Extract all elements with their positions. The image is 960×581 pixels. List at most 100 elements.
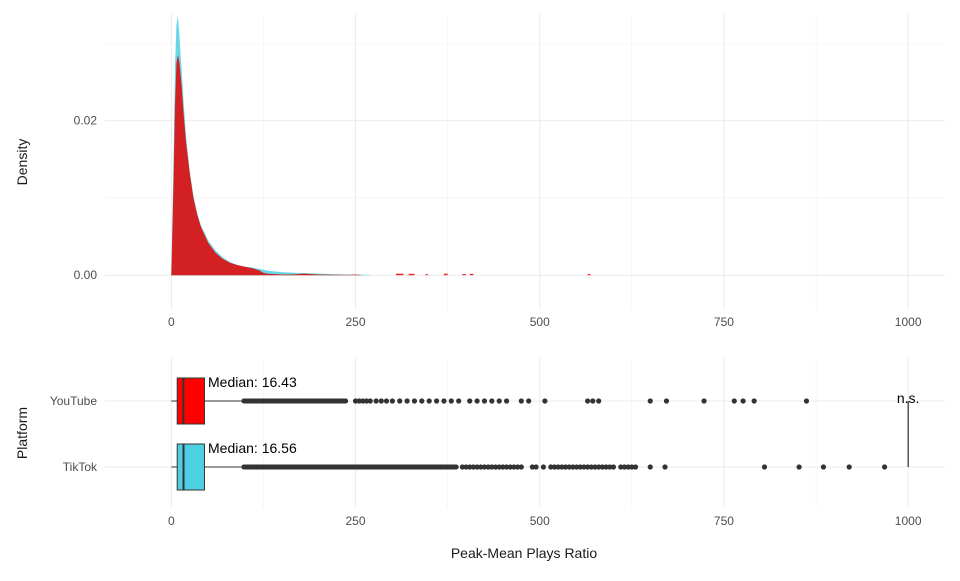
outlier-point-youtube [740,398,746,404]
outlier-point-tiktok [548,464,554,470]
density-y-tick-label: 0.00 [74,268,98,282]
outlier-point-tiktok [503,464,510,470]
outlier-point-tiktok [474,464,480,470]
box-tiktok [176,443,205,491]
outlier-point-tiktok [500,464,506,470]
boxplot-x-tick-label: 750 [714,514,734,528]
outlier-point-tiktok [592,464,598,470]
boxplot-boxes [171,377,242,491]
outlier-point-tiktok [796,464,802,470]
boxplot-y-tick-label: YouTube [50,394,97,408]
outlier-point-youtube [433,398,440,404]
outlier-point-youtube [803,398,810,404]
outlier-point-youtube [489,398,495,404]
outlier-point-tiktok [515,464,521,470]
density-grid [105,14,945,310]
outlier-point-tiktok [566,464,572,470]
outlier-point-youtube [467,398,473,404]
outlier-point-youtube [397,398,403,404]
boxplot-x-tick-label: 1000 [895,514,922,528]
outlier-point-youtube [518,398,524,404]
outlier-point-tiktok [518,464,524,470]
density-series [171,16,591,276]
box-youtube [176,377,205,425]
outlier-point-tiktok [559,464,565,470]
outlier-point-youtube [411,398,418,404]
outlier-point-tiktok [470,464,477,470]
outlier-point-tiktok [761,464,768,470]
outlier-point-tiktok [607,464,613,470]
outlier-point-tiktok [459,464,465,470]
outlier-point-tiktok [618,464,624,470]
density-spike-youtube [462,274,467,276]
outlier-point-tiktok [573,464,580,470]
density-x-tick-label: 500 [530,315,550,329]
outlier-point-youtube [389,398,395,404]
outlier-point-youtube [456,398,462,404]
outlier-point-tiktok [588,464,594,470]
boxplot-y-tick-label: TikTok [63,460,98,474]
outlier-point-tiktok [585,464,591,470]
density-spike-youtube [396,273,404,276]
outlier-point-youtube [404,398,410,404]
boxplot-x-tick-label: 250 [346,514,366,528]
boxplot-ticks: 0 250 500 750 1000 YouTube TikTok [50,394,922,528]
boxplot-outliers [241,398,888,470]
outlier-point-youtube [378,398,384,404]
outlier-point-youtube [663,398,670,404]
outlier-point-tiktok [467,464,473,470]
outlier-point-tiktok [629,464,635,470]
outlier-point-tiktok [881,464,888,470]
density-spike-youtube [469,273,474,276]
outlier-point-tiktok [551,464,558,470]
outlier-point-youtube [363,398,370,404]
outlier-point-tiktok [662,464,668,470]
density-y-tick-label: 0.02 [74,114,98,128]
outlier-point-youtube [496,398,502,404]
outlier-point-youtube [373,398,379,404]
outlier-point-tiktok [540,464,547,470]
outlier-band-tiktok [241,464,459,470]
outlier-point-tiktok [596,464,602,470]
outlier-point-youtube [503,398,510,404]
boxplot-annotations: Median: 16.43 Median: 16.56 n.s. [208,374,919,467]
outlier-point-tiktok [610,464,617,470]
density-x-tick-label: 750 [714,315,734,329]
outlier-point-youtube [590,398,596,404]
outlier-point-youtube [383,398,390,404]
outlier-point-youtube [585,398,591,404]
outlier-point-youtube [647,398,653,404]
density-x-tick-label: 250 [346,315,366,329]
outlier-point-youtube [596,398,602,404]
boxplot-y-axis-title: Platform [14,407,30,459]
density-x-tick-label: 1000 [895,315,922,329]
outlier-point-tiktok [463,464,469,470]
outlier-point-tiktok [481,464,488,470]
density-spike-youtube [408,273,415,276]
median-label-youtube: Median: 16.43 [208,374,297,390]
outlier-point-youtube [352,398,359,404]
outlier-point-tiktok [625,464,631,470]
outlier-point-youtube [481,398,488,404]
outlier-point-tiktok [632,464,639,470]
density-spike-youtube [587,274,591,276]
outlier-point-tiktok [489,464,495,470]
outlier-point-youtube [731,398,737,404]
outlier-point-tiktok [496,464,502,470]
outlier-point-youtube [448,398,454,404]
outlier-point-tiktok [846,464,852,470]
outlier-point-tiktok [621,464,628,470]
outlier-point-tiktok [533,464,539,470]
outlier-point-tiktok [820,464,827,470]
outlier-point-tiktok [570,464,576,470]
x-axis-title: Peak-Mean Plays Ratio [451,545,598,561]
density-ticks: 0 250 500 750 1000 0.00 0.02 [74,114,922,329]
outlier-point-youtube [360,398,366,404]
outlier-point-tiktok [485,464,491,470]
outlier-point-tiktok [581,464,587,470]
outlier-point-tiktok [492,464,499,470]
outlier-point-youtube [356,398,362,404]
density-spike-youtube [443,273,448,276]
outlier-point-youtube [367,398,373,404]
